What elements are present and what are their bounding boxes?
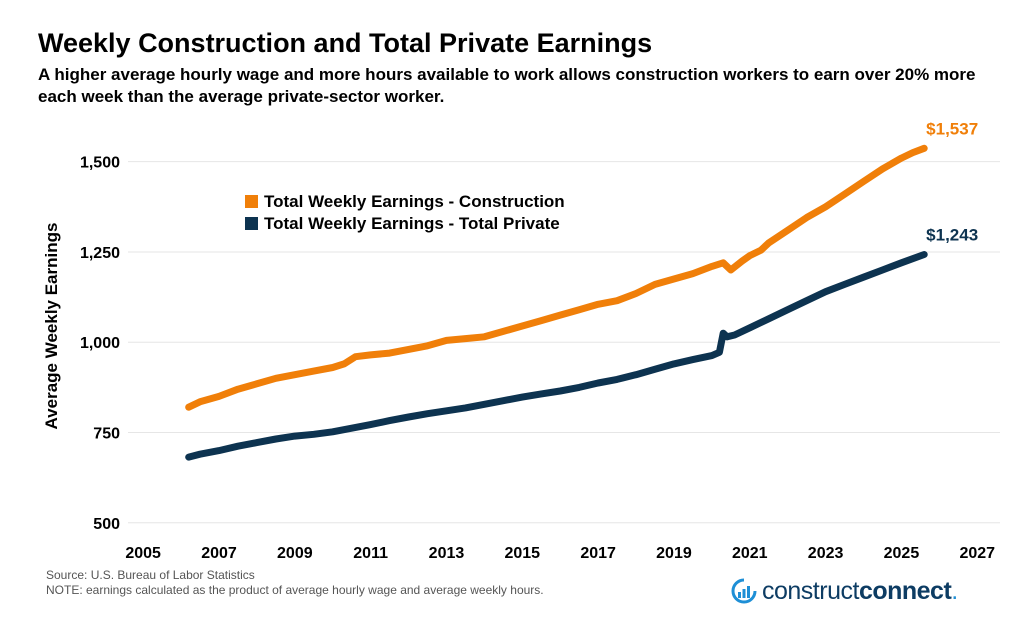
x-tick-label: 2023 bbox=[808, 545, 844, 562]
x-tick-label: 2015 bbox=[504, 545, 540, 562]
x-tick-label: 2009 bbox=[277, 545, 313, 562]
legend-swatch bbox=[245, 217, 258, 230]
page-subtitle: A higher average hourly wage and more ho… bbox=[38, 65, 976, 106]
y-axis-label: Average Weekly Earnings bbox=[42, 223, 61, 430]
series-end-label: $1,243 bbox=[926, 225, 978, 244]
y-axis: 500 750 1,000 1,250 1,500 bbox=[80, 155, 120, 533]
x-tick-label: 2013 bbox=[429, 545, 465, 562]
gridlines bbox=[128, 161, 1000, 524]
y-tick-label: 1,250 bbox=[80, 245, 120, 262]
legend-label: Total Weekly Earnings - Total Private bbox=[264, 214, 560, 233]
legend: Total Weekly Earnings - Construction Tota… bbox=[245, 192, 565, 233]
y-tick-label: 1,000 bbox=[80, 335, 120, 352]
logo-mark-icon bbox=[731, 578, 757, 604]
x-axis: 2005 2007 2009 2011 2013 2015 2017 2019 2021 2023… bbox=[125, 545, 995, 562]
series-lines bbox=[185, 144, 928, 461]
logo-text: constructconnect. bbox=[762, 576, 958, 605]
footer: Source: U.S. Bureau of Labor Statistics … bbox=[46, 568, 544, 598]
legend-label: Total Weekly Earnings - Construction bbox=[264, 192, 565, 211]
x-tick-label: 2017 bbox=[580, 545, 616, 562]
series-line bbox=[185, 251, 928, 461]
x-tick-label: 2007 bbox=[201, 545, 237, 562]
x-tick-label: 2025 bbox=[884, 545, 920, 562]
page-title: Weekly Construction and Total Private Ea… bbox=[38, 28, 653, 58]
x-tick-label: 2027 bbox=[959, 545, 995, 562]
constructconnect-logo: constructconnect. bbox=[730, 576, 958, 606]
legend-swatch bbox=[245, 195, 258, 208]
calculation-note: NOTE: earnings calculated as the product… bbox=[46, 583, 544, 597]
y-tick-label: 1,500 bbox=[80, 155, 120, 172]
y-tick-label: 750 bbox=[93, 426, 120, 443]
x-tick-label: 2019 bbox=[656, 545, 692, 562]
x-tick-label: 2021 bbox=[732, 545, 768, 562]
y-tick-label: 500 bbox=[93, 516, 120, 533]
x-tick-label: 2005 bbox=[125, 545, 161, 562]
series-end-label: $1,537 bbox=[926, 119, 978, 138]
source-note: Source: U.S. Bureau of Labor Statistics bbox=[46, 568, 255, 582]
x-tick-label: 2011 bbox=[353, 545, 388, 562]
series-line bbox=[185, 144, 928, 411]
end-labels: $1,537 $1,243 bbox=[926, 119, 978, 244]
